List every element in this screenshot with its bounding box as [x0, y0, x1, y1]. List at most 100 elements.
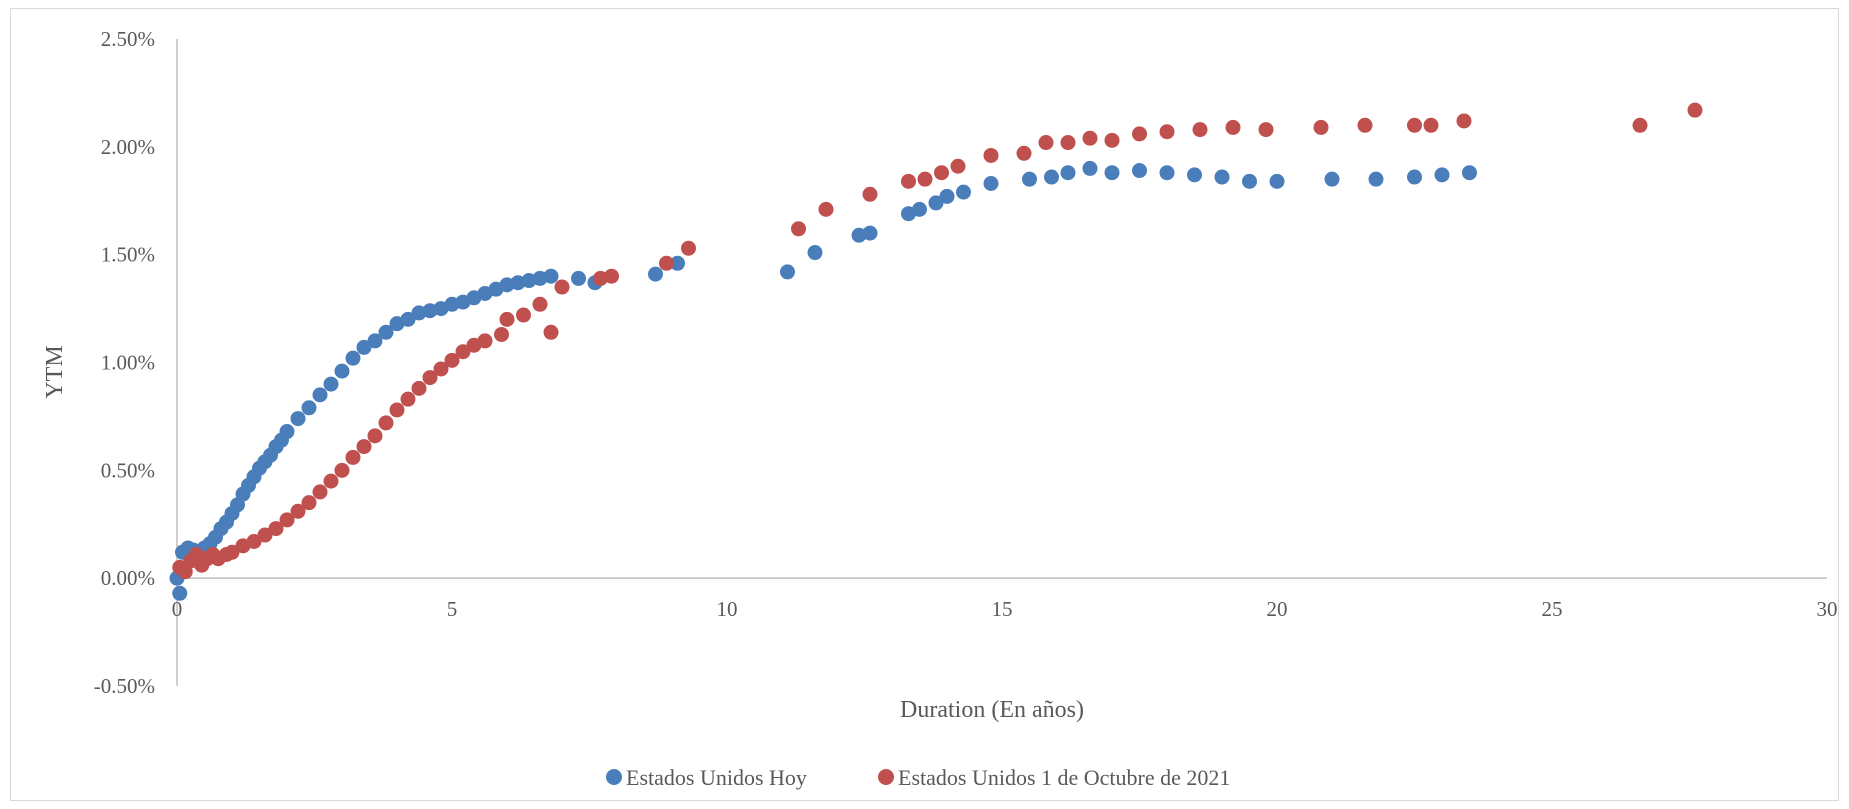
- data-point-estados-unidos-2021: [345, 449, 361, 465]
- y-tick-label: -0.50%: [94, 674, 155, 698]
- data-point-estados-unidos-hoy: [571, 270, 586, 286]
- data-point-estados-unidos-hoy: [1462, 165, 1477, 181]
- x-tick-label: 25: [1542, 597, 1563, 621]
- data-point-estados-unidos-hoy: [400, 311, 416, 327]
- data-point-estados-unidos-2021: [389, 402, 405, 418]
- data-point-estados-unidos-hoy: [807, 245, 823, 261]
- data-point-estados-unidos-2021: [1192, 122, 1208, 138]
- data-point-estados-unidos-hoy: [670, 255, 685, 271]
- data-point-estados-unidos-hoy: [543, 268, 559, 284]
- data-point-estados-unidos-hoy: [928, 195, 944, 211]
- data-point-estados-unidos-2021: [1132, 126, 1147, 142]
- data-point-estados-unidos-2021: [1082, 130, 1098, 146]
- x-tick-labels: 0 5 10 15 20 25 30: [172, 597, 1838, 621]
- data-point-estados-unidos-hoy: [367, 333, 383, 349]
- data-point-estados-unidos-hoy: [290, 411, 306, 427]
- data-point-estados-unidos-2021: [516, 307, 531, 323]
- data-point-estados-unidos-hoy: [356, 339, 372, 355]
- data-point-estados-unidos-2021: [791, 221, 806, 237]
- data-point-estados-unidos-2021: [1687, 102, 1703, 118]
- data-points: [169, 102, 1703, 601]
- data-point-estados-unidos-2021: [1456, 113, 1472, 129]
- data-point-estados-unidos-2021: [455, 344, 471, 360]
- data-point-estados-unidos-hoy: [1324, 171, 1340, 187]
- data-point-estados-unidos-2021: [224, 544, 240, 560]
- legend-marker-estados-unidos-hoy: [606, 769, 622, 785]
- data-point-estados-unidos-2021: [1407, 117, 1422, 133]
- legend-marker-estados-unidos-2021: [878, 769, 894, 785]
- data-point-estados-unidos-hoy: [334, 363, 350, 379]
- data-point-estados-unidos-hoy: [378, 324, 394, 340]
- y-tick-label: 0.50%: [101, 458, 155, 482]
- data-point-estados-unidos-2021: [290, 503, 306, 519]
- data-point-estados-unidos-2021: [983, 147, 999, 163]
- data-point-estados-unidos-hoy: [1132, 163, 1147, 179]
- data-point-estados-unidos-2021: [477, 333, 493, 349]
- data-point-estados-unidos-2021: [934, 165, 949, 181]
- data-point-estados-unidos-hoy: [345, 350, 361, 366]
- data-point-estados-unidos-2021: [257, 527, 273, 543]
- data-point-estados-unidos-hoy: [1159, 165, 1175, 181]
- data-point-estados-unidos-2021: [422, 370, 438, 386]
- data-point-estados-unidos-hoy: [1044, 169, 1059, 185]
- data-point-estados-unidos-2021: [554, 279, 570, 295]
- data-point-estados-unidos-2021: [1016, 145, 1032, 161]
- data-point-estados-unidos-2021: [1038, 135, 1054, 151]
- y-axis-title: YTM: [42, 345, 68, 398]
- data-point-estados-unidos-hoy: [1242, 173, 1257, 189]
- data-point-estados-unidos-2021: [378, 415, 394, 431]
- data-point-estados-unidos-2021: [532, 296, 548, 312]
- data-point-estados-unidos-2021: [356, 439, 372, 455]
- data-point-estados-unidos-hoy: [780, 264, 795, 280]
- data-point-estados-unidos-hoy: [648, 266, 663, 282]
- data-point-estados-unidos-2021: [1225, 119, 1241, 135]
- x-axis-title: Duration (En años): [900, 697, 1084, 723]
- data-point-estados-unidos-hoy: [1214, 169, 1230, 185]
- data-point-estados-unidos-hoy: [1269, 173, 1285, 189]
- data-point-estados-unidos-hoy: [1368, 171, 1384, 187]
- x-tick-label: 10: [717, 597, 738, 621]
- y-tick-label: 1.50%: [101, 243, 155, 267]
- data-point-estados-unidos-2021: [268, 521, 284, 537]
- data-point-estados-unidos-2021: [604, 268, 619, 284]
- data-point-estados-unidos-hoy: [312, 387, 328, 403]
- data-point-estados-unidos-2021: [818, 201, 834, 217]
- data-point-estados-unidos-2021: [659, 255, 674, 271]
- y-tick-label: 1.00%: [101, 351, 155, 375]
- data-point-estados-unidos-2021: [917, 171, 933, 187]
- data-point-estados-unidos-2021: [499, 311, 515, 327]
- data-point-estados-unidos-2021: [1313, 119, 1329, 135]
- data-point-estados-unidos-hoy: [1187, 167, 1202, 183]
- data-point-estados-unidos-2021: [411, 380, 427, 396]
- y-tick-label: 2.00%: [101, 135, 155, 159]
- data-point-estados-unidos-hoy: [1022, 171, 1037, 187]
- data-point-estados-unidos-2021: [433, 361, 449, 377]
- data-point-estados-unidos-hoy: [1082, 160, 1098, 176]
- legend: Estados Unidos Hoy Estados Unidos 1 de O…: [606, 765, 1230, 790]
- y-tick-labels: -0.50% 0.00% 0.50% 1.00% 1.50% 2.00% 2.50%: [94, 27, 155, 698]
- data-point-estados-unidos-2021: [246, 534, 262, 550]
- x-tick-label: 30: [1817, 597, 1838, 621]
- x-tick-label: 20: [1267, 597, 1288, 621]
- data-point-estados-unidos-hoy: [1407, 169, 1422, 185]
- data-point-estados-unidos-2021: [301, 495, 317, 511]
- data-point-estados-unidos-2021: [334, 462, 350, 478]
- data-point-estados-unidos-2021: [681, 240, 696, 256]
- y-tick-label: 2.50%: [101, 27, 155, 51]
- data-point-estados-unidos-2021: [901, 173, 916, 189]
- data-point-estados-unidos-hoy: [1060, 165, 1076, 181]
- data-point-estados-unidos-2021: [1258, 122, 1274, 138]
- data-point-estados-unidos-hoy: [172, 585, 188, 601]
- data-point-estados-unidos-2021: [400, 391, 416, 407]
- data-point-estados-unidos-2021: [862, 186, 878, 202]
- data-point-estados-unidos-2021: [279, 512, 295, 528]
- data-point-estados-unidos-2021: [1060, 135, 1076, 151]
- data-point-estados-unidos-2021: [543, 324, 559, 340]
- data-point-estados-unidos-hoy: [939, 188, 955, 204]
- data-point-estados-unidos-hoy: [983, 175, 999, 191]
- data-point-estados-unidos-hoy: [301, 400, 317, 416]
- data-point-estados-unidos-hoy: [912, 201, 927, 217]
- data-point-estados-unidos-2021: [950, 158, 966, 174]
- data-point-estados-unidos-2021: [1104, 132, 1120, 148]
